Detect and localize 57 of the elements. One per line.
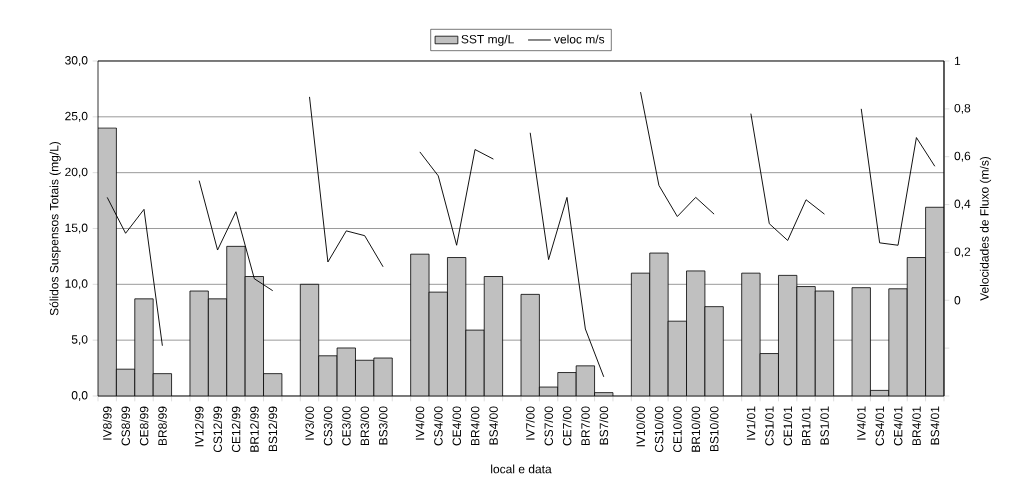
x-tick-label: CE1/01: [783, 406, 793, 446]
x-tick-label: CS4/01: [875, 406, 885, 446]
x-tick-label: IV8/99: [102, 406, 112, 440]
x-tick-label: BS4/00: [489, 406, 498, 445]
x-tick-label: BR12/99: [249, 406, 259, 452]
x-tick-label: BS7/00: [599, 406, 609, 445]
legend-label: SST mg/L: [461, 34, 514, 46]
x-tick-label: BR4/01: [912, 406, 921, 446]
x-tick-label: IV10/00: [636, 406, 645, 447]
y-tick-label: 10,0: [65, 279, 88, 290]
x-tick-label: BS12/99: [268, 406, 278, 452]
x-tick-label: BR4/00: [470, 406, 480, 446]
x-tick-label: IV4/01: [856, 406, 866, 440]
x-tick-label: CE7/00: [562, 406, 572, 446]
x-tick-label: BR3/00: [360, 406, 370, 446]
y2-tick-label: 1: [954, 56, 961, 66]
x-tick-label: CE3/00: [341, 406, 351, 446]
x-tick-label: IV4/00: [415, 406, 425, 440]
y-tick-label: 5,0: [71, 335, 88, 346]
y-tick-label: 15,0: [65, 223, 88, 234]
x-tick-label: BR1/01: [801, 406, 811, 446]
x-tick-label: CE10/00: [672, 406, 682, 453]
y2-tick-label: 0,2: [954, 247, 971, 258]
x-tick-label: BR7/00: [580, 406, 590, 446]
y2-tick-label: 0: [954, 296, 961, 305]
x-tick-label: BS3/00: [378, 406, 388, 445]
x-tick-label: BS4/01: [930, 406, 940, 445]
x-tick-label: BR8/99: [157, 406, 167, 446]
y-tick-label: 0,0: [71, 391, 88, 401]
x-tick-label: IV7/00: [525, 406, 535, 440]
x-tick-label: BS10/00: [709, 406, 719, 452]
x-tick-label: CE4/01: [893, 406, 903, 446]
x-tick-label: CE8/99: [139, 406, 149, 446]
legend-label: veloc m/s: [554, 34, 605, 44]
x-tick-label: IV12/99: [194, 406, 204, 447]
x-tick-label: CE12/99: [231, 406, 241, 453]
x-tick-label: BR10/00: [691, 406, 701, 452]
x-tick-label: CE4/00: [452, 406, 462, 446]
y-tick-label: 30,0: [65, 56, 88, 66]
x-tick-label: CS10/00: [654, 406, 664, 453]
y-tick-label: 25,0: [65, 111, 88, 122]
x-tick-label: CS1/01: [764, 406, 774, 446]
x-tick-label: CS4/00: [433, 406, 443, 446]
x-tick-label: IV3/00: [305, 406, 314, 440]
x-tick-label: CS7/00: [544, 406, 553, 446]
x-axis-title: local e data: [491, 464, 552, 474]
y2-tick-label: 0,8: [954, 103, 971, 114]
y-tick-label: 20,0: [65, 167, 88, 178]
y2-tick-label: 0,6: [954, 151, 971, 162]
x-tick-label: CS3/00: [323, 406, 333, 446]
y2-axis-title: Velocidades de Fluxo (m/s): [979, 156, 992, 301]
y2-tick-label: 0,4: [954, 199, 971, 210]
x-tick-label: BS1/01: [820, 406, 829, 445]
x-tick-label: CS12/99: [213, 406, 222, 453]
x-tick-label: IV1/01: [746, 406, 756, 440]
x-tick-label: CS8/99: [121, 406, 131, 446]
y-axis-title: Sólidos Suspensos Totais (mg/L): [49, 141, 61, 316]
